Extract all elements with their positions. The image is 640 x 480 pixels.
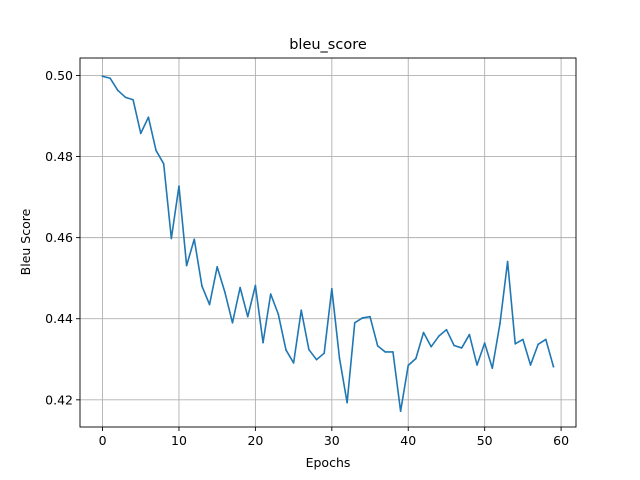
data-point <box>361 317 364 319</box>
data-point <box>445 328 448 331</box>
y-axis-label: Bleu Score <box>18 208 33 275</box>
series-line <box>101 75 555 412</box>
data-point <box>331 287 333 290</box>
data-point <box>147 116 150 118</box>
y-axis: 0.42 0.44 0.46 0.48 0.50 <box>45 68 80 407</box>
data-point <box>399 410 402 412</box>
x-tick-label: 30 <box>324 433 340 448</box>
data-point <box>117 89 119 92</box>
y-tick-label: 0.42 <box>45 392 73 407</box>
data-point <box>529 364 532 366</box>
x-tick-label: 40 <box>400 433 416 448</box>
data-point <box>460 347 463 349</box>
x-tick-label: 0 <box>99 433 107 448</box>
data-point <box>552 365 555 368</box>
data-point <box>392 351 394 353</box>
data-point <box>216 266 218 268</box>
data-point <box>491 367 494 370</box>
data-point <box>545 338 547 341</box>
data-series <box>101 75 555 412</box>
data-point <box>522 338 524 341</box>
data-point <box>155 149 157 152</box>
data-point <box>162 163 165 165</box>
x-tick-label: 10 <box>171 433 187 448</box>
data-point <box>468 333 471 336</box>
x-tick-label: 20 <box>247 433 263 448</box>
data-point <box>231 321 234 324</box>
data-point <box>407 364 410 367</box>
data-point <box>415 357 417 360</box>
data-point <box>476 364 478 366</box>
data-point <box>224 291 226 293</box>
data-point <box>514 343 517 345</box>
x-tick-label: 60 <box>553 433 569 448</box>
x-tick-label: 50 <box>477 433 493 448</box>
data-point <box>300 309 303 312</box>
data-point <box>323 352 325 355</box>
data-point <box>430 345 432 348</box>
chart-title: bleu_score <box>289 37 367 53</box>
data-point <box>239 286 241 289</box>
data-point <box>101 75 104 78</box>
y-tick-label: 0.44 <box>45 311 73 326</box>
data-point <box>422 331 425 334</box>
data-point <box>269 293 272 295</box>
data-point <box>246 315 249 318</box>
data-point <box>384 351 387 353</box>
y-tick-label: 0.50 <box>45 68 73 83</box>
data-point <box>483 342 486 344</box>
data-point <box>285 349 287 351</box>
data-point <box>292 362 295 364</box>
data-point <box>338 357 341 359</box>
data-point <box>353 321 356 324</box>
data-point <box>438 335 440 337</box>
data-point <box>193 238 196 241</box>
data-point <box>453 344 455 347</box>
data-point <box>499 322 501 325</box>
data-point <box>262 341 264 344</box>
data-point <box>537 343 539 346</box>
data-point <box>376 345 379 347</box>
data-point <box>369 315 371 318</box>
data-point <box>315 358 318 361</box>
data-point <box>208 303 211 306</box>
plot-area-frame <box>79 57 577 428</box>
data-point <box>139 132 142 135</box>
data-point <box>201 285 203 287</box>
data-point <box>124 96 127 99</box>
y-tick-label: 0.48 <box>45 149 73 164</box>
data-point <box>277 313 280 316</box>
data-point <box>178 185 180 187</box>
data-point <box>506 260 509 263</box>
data-point <box>132 98 134 101</box>
data-point <box>109 77 111 80</box>
y-tick-label: 0.46 <box>45 230 73 245</box>
data-point <box>346 401 348 404</box>
x-axis-label: Epochs <box>306 455 351 470</box>
data-point <box>254 284 257 287</box>
data-point <box>185 264 188 267</box>
data-point <box>170 237 173 240</box>
x-axis: 0 10 20 30 40 50 60 <box>99 427 569 448</box>
data-point <box>308 348 310 351</box>
